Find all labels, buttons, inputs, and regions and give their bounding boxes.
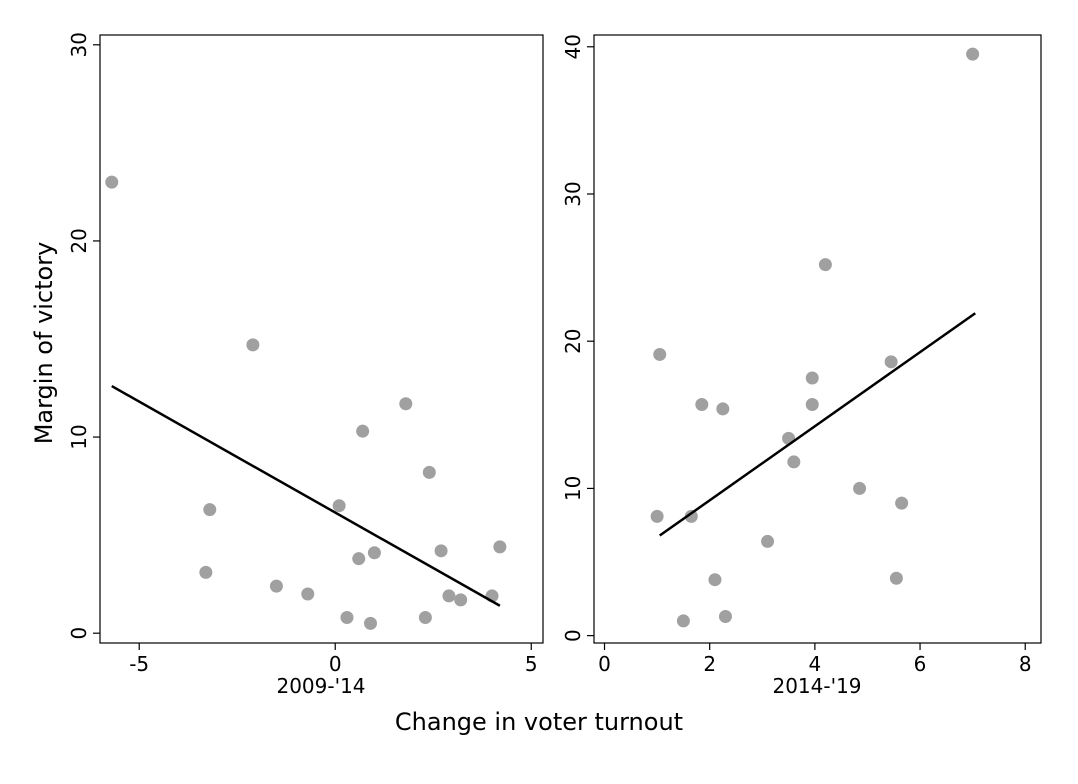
panel-2014-2019: 0 2 4 6 8 0 10 20 30 40: [561, 34, 1042, 676]
data-point-left: [356, 424, 370, 438]
y-tick-label-right: 0: [561, 629, 585, 642]
data-point-left: [367, 546, 381, 560]
y-tick-label-left: 30: [67, 32, 91, 57]
data-point-left: [399, 397, 413, 411]
x-tick-label-left: 5: [525, 652, 538, 676]
y-axis-title: Margin of victory: [30, 242, 58, 445]
data-point-right: [761, 534, 775, 548]
data-point-right: [805, 398, 819, 412]
data-point-right: [684, 509, 698, 523]
data-point-right: [889, 571, 903, 585]
data-point-left: [199, 565, 213, 579]
y-tick-label-right: 20: [561, 328, 585, 353]
plot-frame-left: [99, 34, 544, 644]
data-point-right: [895, 496, 909, 510]
data-point-left: [422, 465, 436, 479]
y-tick-label-left: 20: [67, 228, 91, 253]
y-tick-label-left: 10: [67, 424, 91, 449]
data-point-right: [787, 455, 801, 469]
data-point-right: [966, 47, 980, 61]
data-point-left: [418, 611, 432, 625]
data-point-right: [805, 371, 819, 385]
data-point-left: [493, 540, 507, 554]
y-tick-label-left: 0: [67, 627, 91, 640]
x-tick-label-left: -5: [129, 652, 149, 676]
data-point-left: [301, 587, 315, 601]
data-point-right: [716, 402, 730, 416]
data-point-right: [650, 509, 664, 523]
data-point-left: [442, 589, 456, 603]
data-point-right: [718, 610, 732, 624]
subplot-label-right: 2014-'19: [772, 674, 861, 698]
y-tick-label-right: 10: [561, 476, 585, 501]
fit-line-right: [659, 312, 976, 537]
plot-frame-right: [593, 34, 1042, 644]
panel-2009-2014: -5 0 5 0 10 20 30: [67, 32, 544, 676]
data-point-right: [695, 398, 709, 412]
y-tick-label-right: 30: [561, 181, 585, 206]
data-point-left: [454, 593, 468, 607]
data-point-left: [352, 552, 366, 566]
x-tick-label-right: 0: [598, 652, 611, 676]
x-tick-label-right: 6: [914, 652, 927, 676]
data-point-right: [884, 355, 898, 369]
data-point-right: [853, 481, 867, 495]
x-axis-title: Change in voter turnout: [395, 708, 683, 736]
data-point-left: [246, 338, 260, 352]
subplot-label-left: 2009-'14: [276, 674, 365, 698]
data-point-left: [332, 499, 346, 513]
data-point-left: [269, 579, 283, 593]
data-point-left: [105, 175, 119, 189]
fit-line-left: [111, 384, 501, 607]
x-tick-label-right: 4: [809, 652, 822, 676]
data-point-right: [818, 258, 832, 272]
y-tick-label-right: 40: [561, 34, 585, 59]
data-point-left: [203, 503, 217, 517]
data-point-left: [434, 544, 448, 558]
x-tick-label-right: 8: [1019, 652, 1032, 676]
data-point-right: [653, 347, 667, 361]
x-tick-label-right: 2: [703, 652, 716, 676]
data-point-left: [340, 611, 354, 625]
data-point-right: [708, 573, 722, 587]
data-point-right: [676, 614, 690, 628]
x-tick-label-left: 0: [329, 652, 342, 676]
data-point-left: [364, 616, 378, 630]
